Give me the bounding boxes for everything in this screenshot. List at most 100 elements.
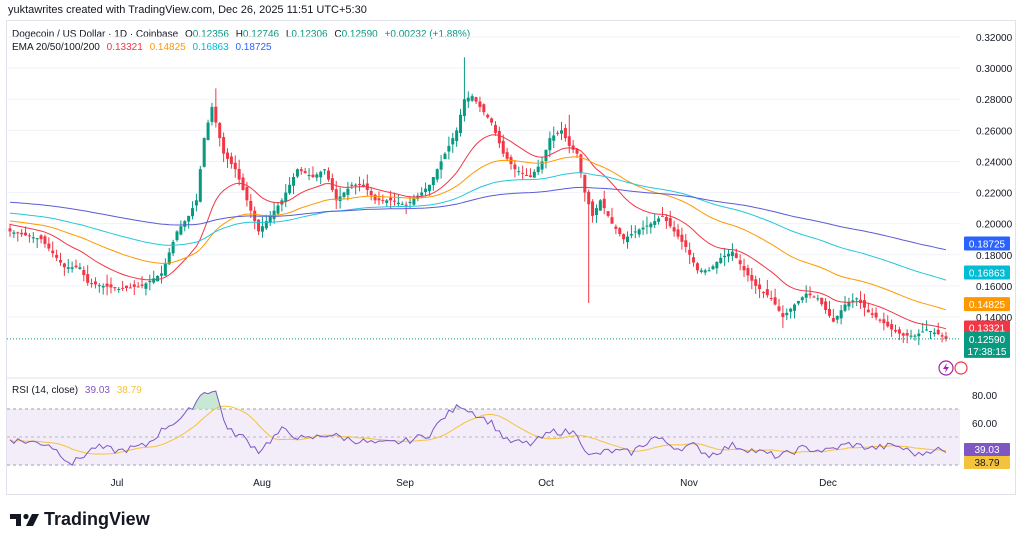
- rsi-title[interactable]: RSI (14, close): [12, 385, 79, 396]
- candle-body: [897, 329, 901, 334]
- candle-body: [800, 297, 804, 301]
- candle-body: [777, 306, 781, 311]
- ema100-price-tag-text: 0.16863: [969, 268, 1006, 279]
- candle-body: [602, 198, 606, 209]
- candle-body: [901, 333, 905, 336]
- rsi-legend[interactable]: RSI (14, close) 39.03 38.79: [12, 385, 146, 396]
- candle-body: [326, 170, 330, 180]
- candle-body: [27, 235, 31, 237]
- candle-body: [307, 175, 311, 177]
- candle-body: [688, 249, 692, 255]
- candle-body: [719, 257, 723, 264]
- candle-body: [878, 319, 882, 321]
- candle-body: [346, 188, 350, 195]
- candle-body: [528, 175, 532, 177]
- candle-body: [730, 251, 734, 256]
- candle-body: [58, 260, 62, 263]
- candle-body: [769, 297, 773, 299]
- candle-body: [187, 215, 191, 222]
- candle-body: [517, 171, 521, 173]
- candle-body: [171, 241, 175, 254]
- candle-body: [459, 114, 463, 134]
- candle-body: [707, 270, 711, 272]
- last-price-tag-bg: [964, 331, 1010, 358]
- candle-body: [727, 253, 731, 257]
- ema-title[interactable]: EMA 20/50/100/200: [12, 42, 100, 53]
- candle-body: [74, 265, 78, 268]
- candle-body: [125, 285, 129, 288]
- close-value: 0.12590: [341, 29, 378, 40]
- candle-body: [560, 130, 564, 134]
- candle-body: [862, 300, 866, 308]
- earnings-icon[interactable]: [954, 361, 968, 375]
- candle-body: [323, 169, 327, 171]
- candle-body: [575, 148, 579, 154]
- alert-icon[interactable]: [938, 360, 954, 376]
- candle-body: [229, 156, 233, 165]
- ema50-value: 0.14825: [149, 42, 186, 53]
- candle-body: [140, 284, 144, 286]
- price-axis: 0.32000 0.30000 0.28000 0.26000 0.24000 0.220…: [964, 33, 1013, 469]
- chart-canvas[interactable]: 0.32000 0.30000 0.28000 0.26000 0.24000 0.220…: [0, 0, 1024, 500]
- candle-body: [482, 104, 486, 113]
- candle-body: [260, 226, 264, 232]
- candle-body: [917, 333, 921, 337]
- time-tick-label: Dec: [819, 478, 837, 489]
- candle-body: [132, 284, 136, 287]
- candle-body: [299, 169, 303, 172]
- candle-body: [827, 309, 831, 316]
- tradingview-logo[interactable]: TradingView: [10, 509, 150, 530]
- candle-body: [163, 262, 167, 276]
- symbol-legend[interactable]: Dogecoin / US Dollar · 1D · Coinbase O0.…: [12, 29, 478, 40]
- candle-body: [490, 118, 494, 123]
- candle-body: [31, 237, 35, 239]
- candle-body: [905, 333, 909, 336]
- candle-body: [295, 169, 299, 177]
- price-tick-label: 0.20000: [976, 220, 1013, 231]
- ema-legend[interactable]: EMA 20/50/100/200 0.13321 0.14825 0.1686…: [12, 42, 276, 53]
- rsi-ma-value-tag-text: 38.79: [974, 458, 999, 469]
- candle-body: [839, 310, 843, 319]
- candle-body: [455, 130, 459, 142]
- candle-body: [156, 275, 160, 282]
- candle-body: [894, 329, 898, 332]
- candle-body: [812, 296, 816, 298]
- candle-body: [148, 280, 152, 283]
- candle-body: [159, 273, 163, 276]
- candle-body: [633, 231, 637, 233]
- candle-body: [672, 227, 676, 232]
- candle-body: [703, 270, 707, 273]
- chart-frame: [6, 20, 1016, 495]
- rsi-ma-value-tag: 38.79: [964, 456, 1010, 469]
- candle-body: [373, 194, 377, 201]
- candle-body: [587, 191, 591, 205]
- candle-body: [928, 331, 932, 332]
- candle-body: [264, 221, 268, 229]
- candle-body: [105, 283, 109, 287]
- candle-body: [579, 154, 583, 174]
- candle-body: [210, 107, 214, 122]
- candle-body: [361, 184, 365, 187]
- candle-body: [82, 270, 86, 275]
- candle-body: [412, 198, 416, 205]
- candle-body: [35, 238, 39, 240]
- candle-body: [237, 168, 241, 180]
- candle-body: [563, 128, 567, 139]
- price-tick-label: 0.24000: [976, 157, 1013, 168]
- candle-body: [618, 228, 622, 235]
- candle-body: [408, 201, 412, 204]
- candle-body: [128, 287, 132, 289]
- candle-body: [288, 184, 292, 194]
- candle-body: [793, 304, 797, 311]
- candle-body: [684, 240, 688, 247]
- symbol-title[interactable]: Dogecoin / US Dollar · 1D · Coinbase: [12, 29, 179, 40]
- low-value: 0.12306: [291, 29, 328, 40]
- candle-body: [637, 229, 641, 235]
- candle-body: [381, 200, 385, 202]
- candle-body: [451, 138, 455, 145]
- candle-body: [43, 236, 47, 244]
- ema20-line: [9, 134, 947, 330]
- ema50-price-tag: 0.14825: [964, 297, 1010, 312]
- candle-body: [478, 101, 482, 107]
